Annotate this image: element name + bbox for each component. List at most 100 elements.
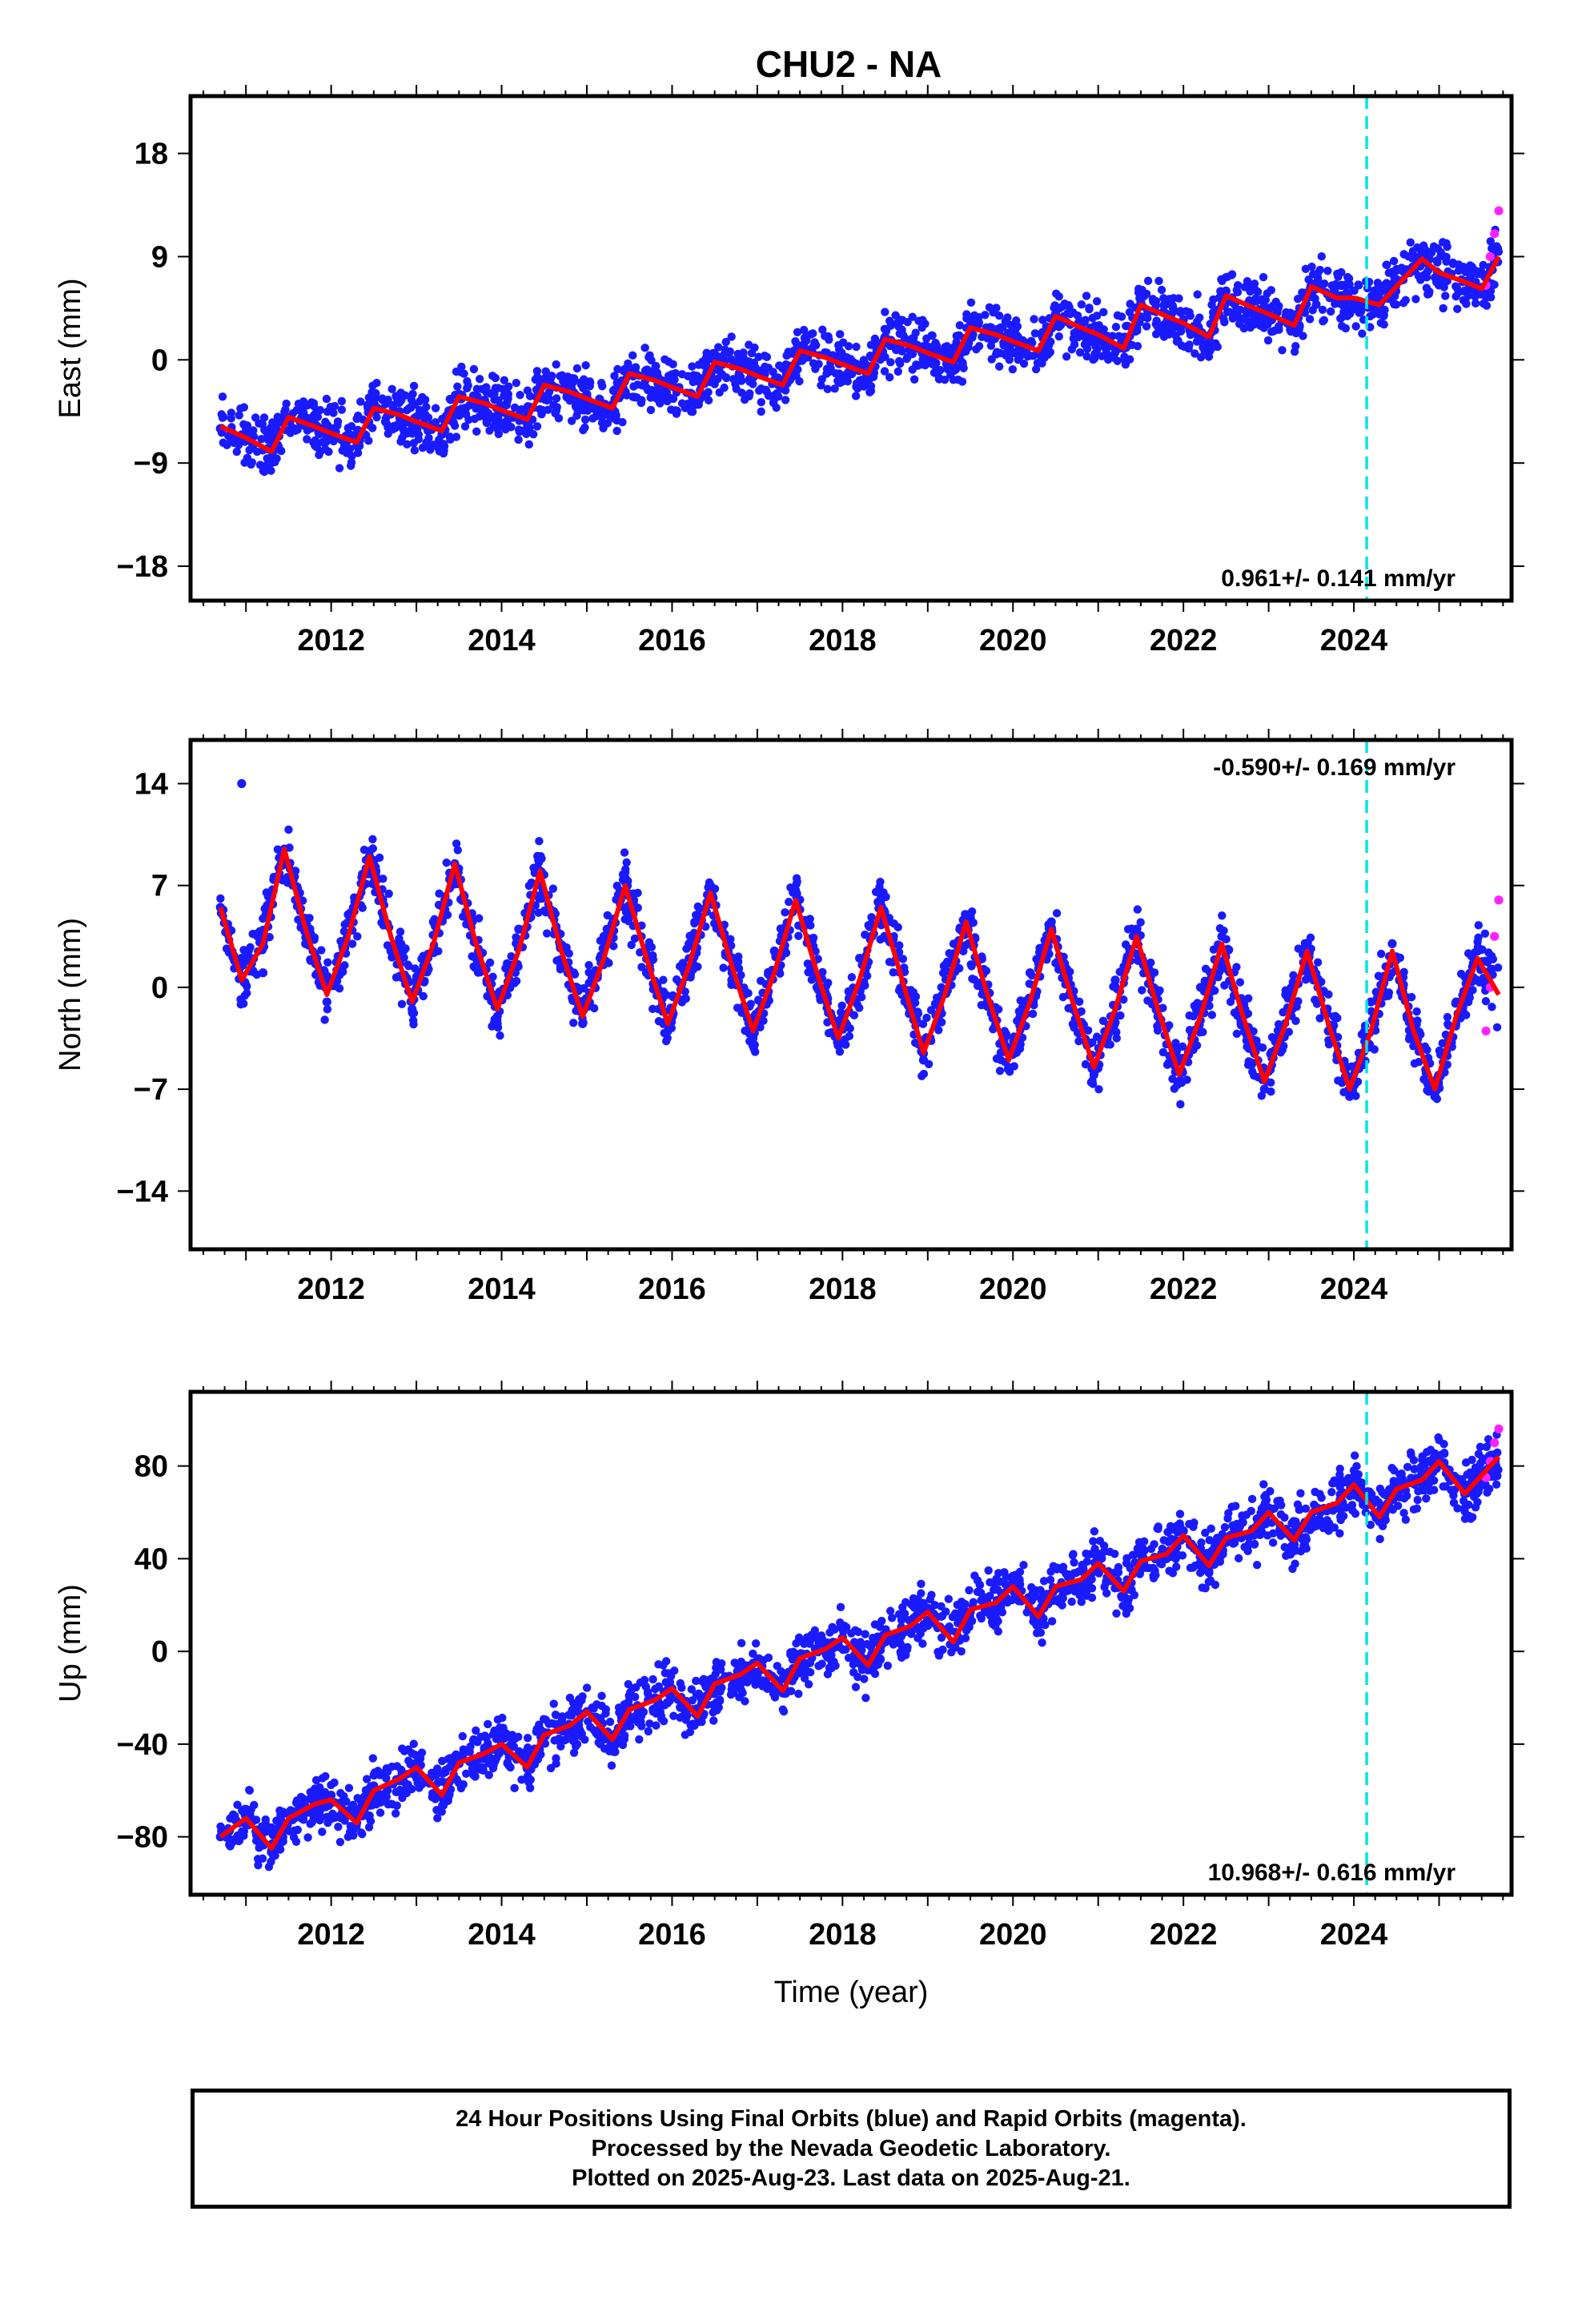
final-orbit-point [253,1855,263,1864]
final-orbit-point [1069,334,1078,344]
final-orbit-point [1490,280,1499,289]
final-orbit-point [1420,245,1429,254]
final-orbit-point [721,337,730,347]
final-orbit-point [472,404,480,413]
final-orbit-point [1307,262,1316,271]
final-orbit-point [552,360,560,369]
final-orbit-point [383,429,392,438]
final-orbit-point [599,931,608,941]
final-orbit-point [690,919,699,928]
final-orbit-point [1075,997,1084,1007]
final-orbit-point [559,377,568,386]
x-tick-label: 2022 [1150,624,1218,657]
final-orbit-point [420,396,430,404]
final-orbit-point [1345,1092,1355,1101]
final-orbit-point [1080,340,1090,349]
y-tick-label: 0 [151,1635,168,1669]
final-orbit-point [988,336,997,345]
final-orbit-point [549,400,558,409]
final-orbit-point [420,415,429,424]
final-orbit-point [453,846,462,854]
final-orbit-point [1329,1012,1338,1021]
final-orbit-point [1259,1084,1269,1094]
final-orbit-point [910,1038,920,1047]
final-orbit-point [1387,939,1397,948]
final-orbit-point [663,1033,672,1043]
y-tick-label: 0 [151,971,168,1005]
final-orbit-point [1248,1068,1257,1076]
final-orbit-point [1085,304,1094,314]
final-orbit-point [941,343,950,352]
final-orbit-point [1052,909,1062,918]
final-orbit-point [488,972,497,981]
final-orbit-point [1176,1100,1185,1109]
final-orbit-point [372,378,381,388]
final-orbit-point [460,369,468,378]
north-panel: 2012 2014 2016 2018 2020 2022 2024−14−70714Nor… [54,729,1524,1306]
final-orbit-point [433,1764,442,1773]
final-orbit-point [1333,269,1342,279]
final-orbit-point [356,397,365,406]
final-orbit-point [967,962,976,971]
final-orbit-point [1324,990,1333,999]
final-orbit-point [1256,321,1265,330]
x-tick-label: 2012 [297,1918,365,1952]
final-orbit-point [1383,260,1391,269]
final-orbit-point [480,385,490,395]
final-orbit-point [782,351,791,360]
final-orbit-point [485,958,495,967]
final-orbit-point [1196,352,1206,362]
final-orbit-point [677,399,687,408]
final-orbit-point [932,993,942,1003]
final-orbit-point [627,940,636,950]
final-orbit-point [562,943,571,952]
final-orbit-point [306,955,315,964]
final-orbit-point [245,445,254,455]
up-plot-area [215,1392,1504,1895]
final-orbit-point [275,417,284,427]
final-orbit-point [299,408,308,417]
final-orbit-point [792,879,801,889]
final-orbit-point [1044,338,1053,348]
final-orbit-point [1111,323,1121,332]
final-orbit-point [630,934,640,943]
final-orbit-point [323,958,332,967]
final-orbit-point [1438,238,1447,247]
final-orbit-point [578,1019,588,1028]
final-orbit-point [1411,295,1420,304]
final-orbit-point [1460,286,1470,296]
final-orbit-point [536,852,545,861]
final-orbit-point [453,382,462,392]
x-tick-label: 2012 [297,624,365,657]
final-orbit-point [216,894,225,903]
final-orbit-point [1019,359,1029,368]
final-orbit-point [1243,1042,1251,1051]
final-orbit-point [347,939,357,948]
final-orbit-point [239,403,249,412]
final-orbit-point [861,981,869,990]
final-orbit-point [1334,1076,1343,1085]
final-orbit-point [1038,316,1047,324]
final-orbit-point [1208,308,1218,317]
final-orbit-point [1223,272,1232,281]
final-orbit-point [493,1023,503,1032]
final-orbit-point [309,401,319,411]
final-orbit-point [825,335,833,344]
final-orbit-point [428,917,438,927]
final-orbit-point [755,386,764,396]
final-orbit-point [532,367,542,376]
final-orbit-point [972,344,981,354]
final-orbit-point [410,446,420,455]
final-orbit-point [455,411,464,420]
final-orbit-point [1170,306,1179,316]
final-orbit-point [339,927,349,936]
final-orbit-point [289,424,299,433]
final-orbit-point [581,360,590,370]
y-tick-label: 80 [135,1450,168,1484]
final-orbit-point [757,976,765,986]
final-orbit-point [879,888,888,897]
final-orbit-point [1092,297,1102,306]
final-orbit-point [862,971,872,980]
final-orbit-point [1026,336,1036,346]
final-orbit-point [646,405,656,415]
